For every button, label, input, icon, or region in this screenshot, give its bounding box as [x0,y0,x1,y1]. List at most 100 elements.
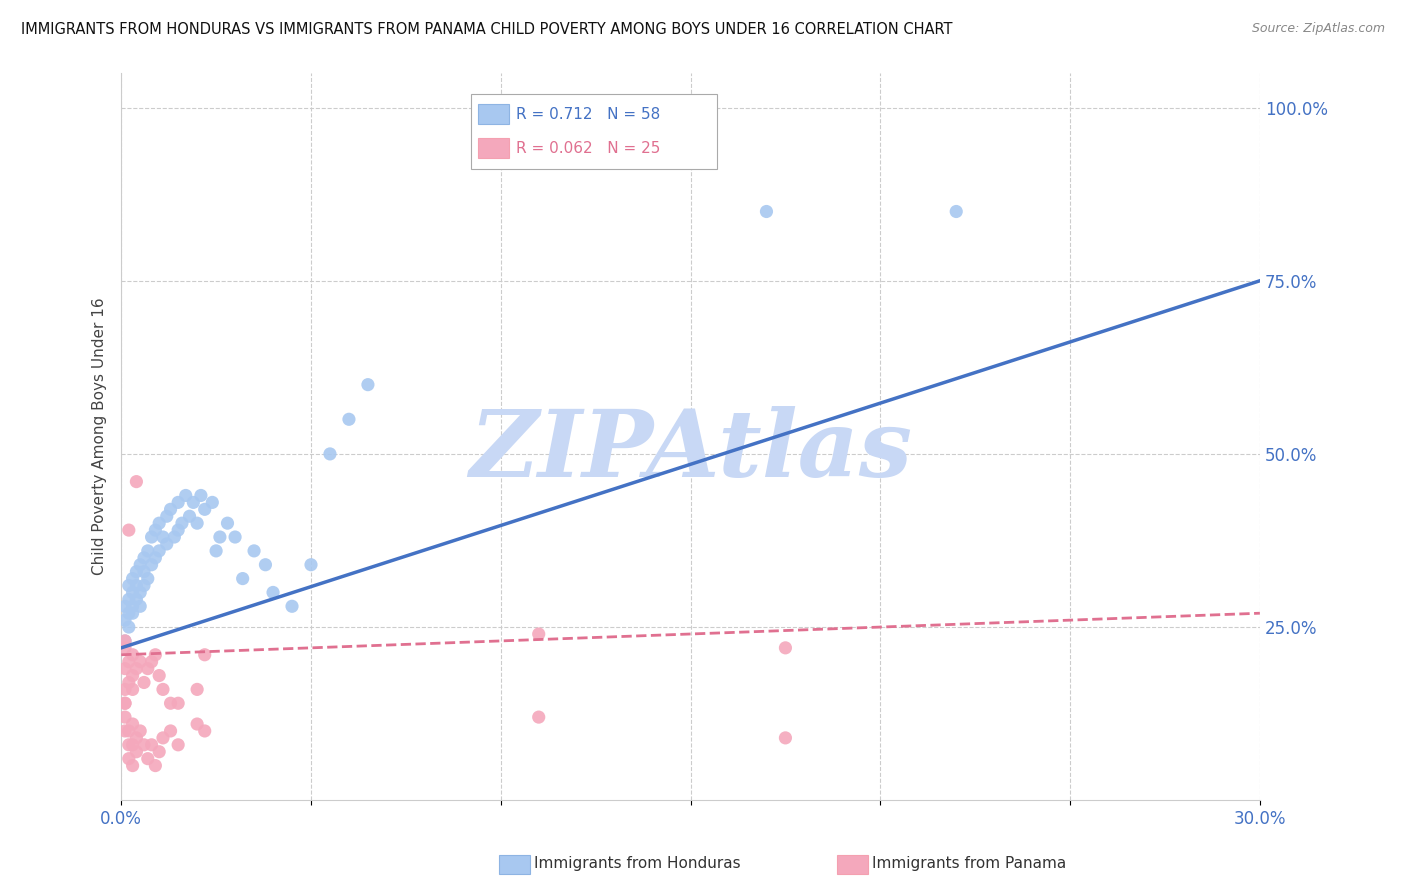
Point [299,558,322,572]
Point [118,752,141,766]
Point [262,585,284,599]
Point [224,530,246,544]
Point [121,682,143,697]
Point [129,558,152,572]
Point [132,675,155,690]
Point [174,488,197,502]
Point [183,495,205,509]
Point [357,377,380,392]
Point [129,585,152,599]
Text: Immigrants from Honduras: Immigrants from Honduras [534,856,741,871]
Point [148,745,170,759]
Point [125,662,148,676]
Text: Immigrants from Panama: Immigrants from Panama [872,856,1066,871]
Point [254,558,277,572]
Point [125,745,148,759]
Point [148,668,170,682]
Point [125,578,148,592]
Point [319,447,342,461]
Point [118,675,141,690]
Point [141,655,163,669]
Point [118,606,141,620]
Point [121,572,143,586]
Point [156,537,179,551]
Point [945,204,967,219]
Point [121,648,143,662]
Point [114,723,136,738]
Point [337,412,360,426]
Point [118,578,141,592]
Point [141,558,163,572]
Point [232,572,254,586]
Point [136,662,159,676]
Point [125,565,148,579]
Point [152,530,174,544]
Point [118,655,141,669]
Point [121,599,143,614]
Point [129,599,152,614]
Point [152,731,174,745]
Point [125,592,148,607]
Point [136,752,159,766]
Point [775,640,797,655]
Point [132,578,155,592]
Point [156,509,179,524]
Point [163,530,186,544]
Point [167,495,190,509]
Point [114,696,136,710]
Point [114,634,136,648]
Point [179,509,201,524]
Point [145,523,167,537]
Point [118,620,141,634]
Point [167,523,190,537]
Point [145,758,167,772]
Point [755,204,778,219]
Text: Source: ZipAtlas.com: Source: ZipAtlas.com [1251,22,1385,36]
Point [186,682,208,697]
Point [775,731,797,745]
Point [114,710,136,724]
Point [194,648,217,662]
Point [114,640,136,655]
Point [159,502,181,516]
Point [136,544,159,558]
Point [527,627,550,641]
Point [132,738,155,752]
Point [118,592,141,607]
Point [148,544,170,558]
Y-axis label: Child Poverty Among Boys Under 16: Child Poverty Among Boys Under 16 [93,298,107,575]
Point [217,516,239,531]
Point [114,682,136,697]
Point [194,502,217,516]
Point [208,530,231,544]
Point [205,544,228,558]
Point [527,710,550,724]
Point [114,599,136,614]
Point [190,488,212,502]
Point [141,738,163,752]
Point [118,723,141,738]
Text: ZIPAtlas: ZIPAtlas [470,406,912,496]
Point [152,682,174,697]
Point [186,717,208,731]
Point [129,655,152,669]
Point [141,530,163,544]
Point [194,723,217,738]
Point [186,516,208,531]
Point [145,648,167,662]
Point [136,572,159,586]
Point [125,731,148,745]
Point [159,696,181,710]
Text: IMMIGRANTS FROM HONDURAS VS IMMIGRANTS FROM PANAMA CHILD POVERTY AMONG BOYS UNDE: IMMIGRANTS FROM HONDURAS VS IMMIGRANTS F… [21,22,953,37]
Point [121,585,143,599]
Point [121,717,143,731]
Point [167,738,190,752]
Point [159,723,181,738]
Point [121,606,143,620]
Point [129,723,152,738]
Text: R = 0.712   N = 58: R = 0.712 N = 58 [516,107,661,121]
Point [121,738,143,752]
Point [132,565,155,579]
Point [121,758,143,772]
Point [114,634,136,648]
